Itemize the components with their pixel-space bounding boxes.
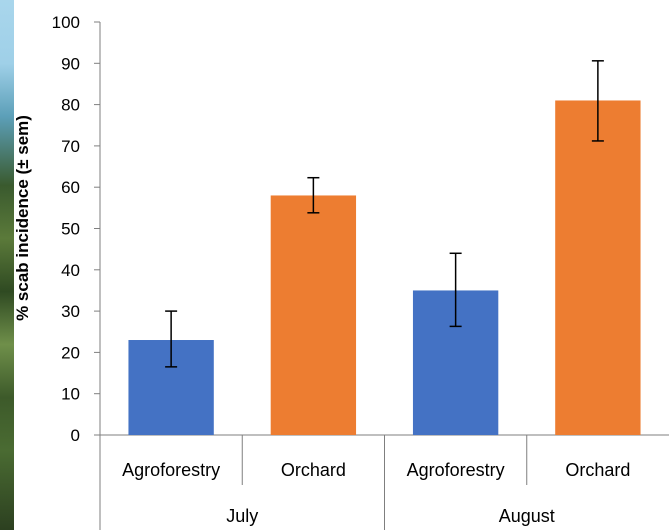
y-tick-label: 100 xyxy=(52,13,80,32)
y-tick-label: 40 xyxy=(61,261,80,280)
y-tick-label: 80 xyxy=(61,96,80,115)
group-label: August xyxy=(499,506,555,526)
y-tick-label: 60 xyxy=(61,178,80,197)
category-label: Orchard xyxy=(565,460,630,480)
y-tick-label: 50 xyxy=(61,220,80,239)
bar xyxy=(270,195,357,435)
y-tick-label: 0 xyxy=(71,426,80,445)
y-tick-label: 10 xyxy=(61,385,80,404)
y-tick-label: 30 xyxy=(61,302,80,321)
category-label: Orchard xyxy=(281,460,346,480)
category-label: Agroforestry xyxy=(122,460,220,480)
y-tick-label: 70 xyxy=(61,137,80,156)
background-photo-strip xyxy=(0,0,14,530)
y-axis-label: % scab incidence (± sem) xyxy=(13,115,32,321)
group-label: July xyxy=(226,506,258,526)
y-tick-label: 90 xyxy=(61,54,80,73)
y-tick-label: 20 xyxy=(61,343,80,362)
category-label: Agroforestry xyxy=(407,460,505,480)
bar xyxy=(555,100,641,435)
